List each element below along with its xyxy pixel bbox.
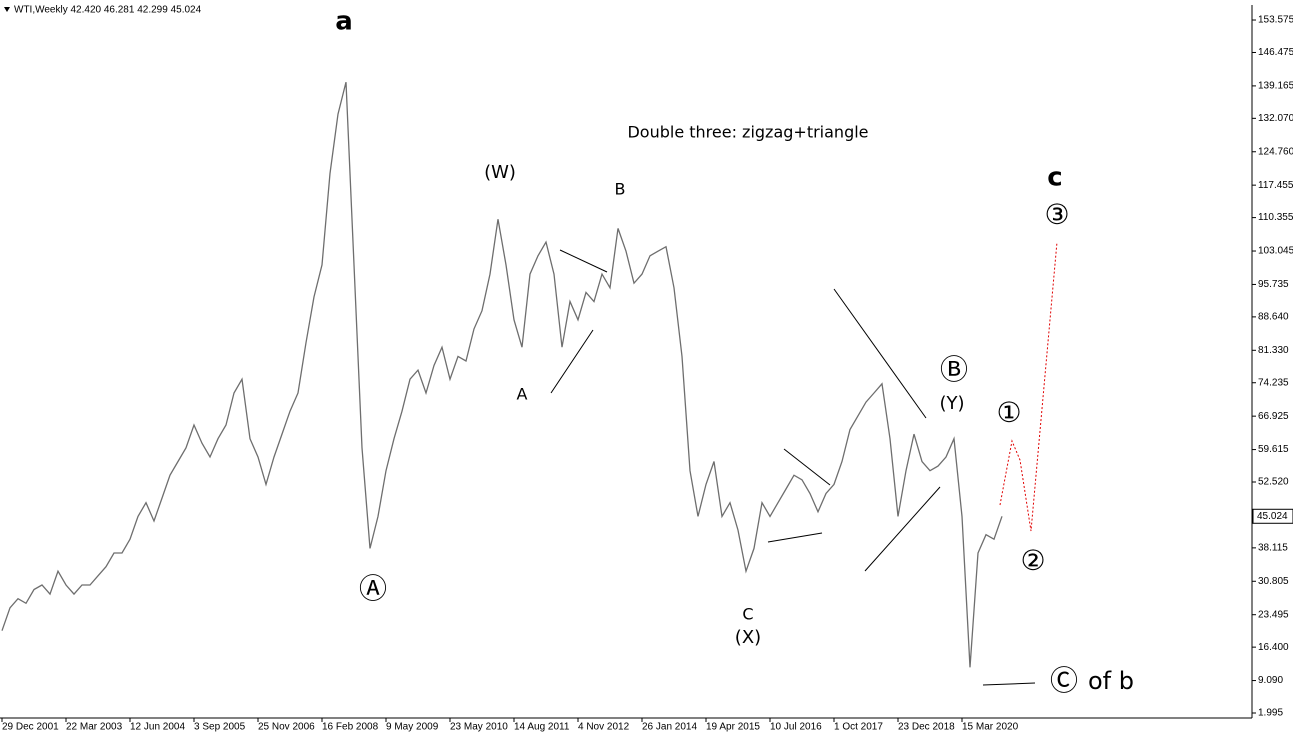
x-tick-label: 12 Jun 2004	[130, 722, 185, 733]
chart-title: Double three: zigzag+triangle	[627, 123, 868, 142]
wave-label: c	[1047, 163, 1062, 193]
y-tick-label: 52.520	[1258, 477, 1289, 488]
y-tick-label: 16.400	[1258, 642, 1289, 653]
y-tick-label: 30.805	[1258, 576, 1289, 587]
x-tick-label: 3 Sep 2005	[194, 722, 246, 733]
wave-label: Ⓑ	[940, 353, 968, 386]
trendline	[833, 288, 927, 419]
trendline	[864, 486, 941, 572]
wave-label: ②	[1020, 544, 1045, 577]
trendline	[559, 249, 608, 273]
trendline	[783, 448, 831, 486]
y-tick-label: 103.045	[1258, 246, 1293, 257]
x-tick-label: 9 May 2009	[386, 722, 439, 733]
wave-label: of b	[1088, 667, 1134, 695]
y-tick-label: 66.925	[1258, 411, 1289, 422]
y-tick-label: 139.165	[1258, 81, 1293, 92]
wave-label: Ⓒ	[1050, 664, 1078, 697]
x-tick-label: 14 Aug 2011	[514, 722, 570, 733]
x-tick-label: 10 Jul 2016	[770, 722, 822, 733]
trendline	[767, 532, 823, 543]
wave-label: (Y)	[939, 393, 964, 414]
last-price-label: 45.024	[1257, 511, 1288, 522]
last-price-box	[1252, 508, 1293, 524]
wave-label: ③	[1044, 198, 1069, 231]
y-tick-label: 117.455	[1258, 180, 1293, 191]
y-tick-label: 146.475	[1258, 47, 1293, 58]
trendline	[550, 329, 594, 394]
wave-label: (X)	[735, 627, 761, 648]
x-tick-label: 15 Mar 2020	[962, 722, 1019, 733]
price-line	[1, 81, 1003, 668]
y-tick-label: 59.615	[1258, 444, 1289, 455]
y-tick-label: 110.355	[1258, 212, 1293, 223]
y-tick-label: 124.760	[1258, 146, 1293, 157]
y-tick-label: 23.495	[1258, 609, 1289, 620]
y-tick-label: 88.640	[1258, 312, 1289, 323]
wave-lines	[550, 241, 1058, 686]
y-tick-label: 81.330	[1258, 345, 1289, 356]
wave-label: Ⓐ	[359, 572, 387, 605]
header: WTI,Weekly 42.420 46.281 42.299 45.024	[14, 5, 202, 16]
x-tick-label: 29 Dec 2001	[2, 722, 59, 733]
y-tick-label: 38.115	[1258, 543, 1288, 554]
y-tick-label: 9.090	[1258, 675, 1283, 686]
x-tick-label: 23 Dec 2018	[898, 722, 955, 733]
x-tick-label: 4 Nov 2012	[578, 722, 630, 733]
x-tick-label: 16 Feb 2008	[322, 722, 379, 733]
x-tick-label: 19 Apr 2015	[706, 722, 760, 733]
trendline	[982, 682, 1036, 686]
y-tick-label: 95.735	[1258, 279, 1289, 290]
y-tick-label: 153.575	[1258, 15, 1293, 26]
x-tick-label: 25 Nov 2006	[258, 722, 315, 733]
projection	[999, 241, 1058, 532]
y-tick-label: 1.995	[1258, 708, 1283, 719]
y-tick-label: 74.235	[1258, 377, 1289, 388]
y-tick-label: 132.070	[1258, 113, 1293, 124]
wave-label: (W)	[484, 162, 516, 183]
menu-arrow	[4, 7, 10, 12]
wave-label: a	[335, 7, 353, 37]
x-tick-label: 23 May 2010	[450, 722, 508, 733]
wave-label: C	[742, 605, 753, 624]
wave-label: A	[517, 385, 528, 404]
wave-label: B	[615, 180, 626, 199]
x-tick-label: 22 Mar 2003	[66, 722, 123, 733]
x-tick-label: 26 Jan 2014	[642, 722, 697, 733]
x-tick-label: 1 Oct 2017	[834, 722, 883, 733]
wave-label: ①	[996, 396, 1021, 429]
